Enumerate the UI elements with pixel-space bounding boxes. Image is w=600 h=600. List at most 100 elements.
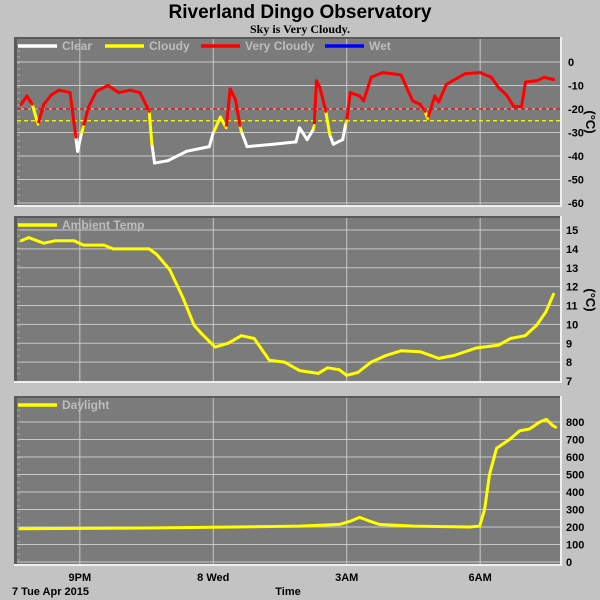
sky-temp-segment-very-cloudy — [362, 75, 373, 103]
ambient-y-tick-label: 10 — [566, 319, 578, 331]
sky-temp-point — [411, 99, 414, 103]
sky-temp-point — [305, 138, 309, 141]
ambient-y-tick-label: 13 — [566, 263, 578, 275]
daylight-y-tick-label: 700 — [566, 435, 584, 447]
sky-temp-point — [358, 94, 362, 98]
x-axis-date-label: 7 Tue Apr 2015 — [12, 586, 89, 598]
sky-temp-segment-very-cloudy — [426, 94, 437, 120]
ambient-data-point — [337, 368, 341, 372]
ambient-data-point — [213, 345, 217, 349]
panel-left-edge — [14, 216, 17, 383]
sky-temp-point — [42, 102, 46, 106]
ambient-data-point — [111, 247, 115, 251]
sky-temp-point — [328, 133, 332, 137]
sky-temp-point — [418, 102, 422, 106]
ambient-data-point — [72, 239, 76, 243]
sky-y-tick-label: -10 — [568, 81, 584, 93]
ambient-data-point — [326, 366, 329, 370]
sky-temp-point — [535, 79, 539, 83]
ambient-data-point — [369, 360, 373, 364]
sky-temp-point — [542, 75, 546, 79]
ambient-data-point — [399, 349, 403, 353]
sky-temp-segment-very-cloudy — [234, 98, 242, 127]
ambient-data-point — [283, 360, 286, 364]
sky-temp-point — [166, 159, 170, 163]
sky-temp-segment-very-cloudy — [318, 86, 328, 113]
sky-temp-segment-clear — [76, 133, 83, 153]
sky-temp-point — [57, 88, 61, 92]
sky-temp-point — [68, 91, 72, 94]
daylight-panel: 800 700 600 500 400 300 200 100 0 Daylight — [14, 396, 584, 569]
daylight-data-point — [488, 473, 491, 476]
sky-temp-segment-clear — [331, 138, 345, 146]
sky-temp-point — [315, 79, 318, 83]
ambient-data-point — [474, 346, 478, 350]
sky-temp-segment-very-cloudy — [463, 71, 482, 76]
sky-temp-segment-very-cloudy — [504, 93, 516, 109]
sky-temp-point — [489, 75, 493, 79]
daylight-data-point — [358, 515, 362, 519]
legend-label: Very Cloudy — [245, 39, 315, 53]
sky-temp-segment-very-cloudy — [489, 75, 501, 90]
ambient-data-point — [509, 337, 512, 340]
daylight-y-tick-label: 500 — [566, 470, 584, 482]
ambient-data-point — [356, 371, 360, 374]
panel-top-edge — [14, 216, 562, 218]
sky-temp-point — [348, 91, 352, 94]
sky-y-tick-label: -50 — [568, 175, 584, 187]
ambient-data-point — [192, 323, 196, 327]
sky-temp-segment-very-cloudy — [68, 91, 78, 139]
sky-temp-point — [211, 131, 215, 134]
sky-temp-point — [433, 94, 437, 98]
sky-temp-point — [238, 124, 242, 127]
ambient-data-point — [523, 334, 527, 338]
sky-temp-point — [30, 102, 34, 106]
sky-temp-segment-clear — [328, 133, 335, 146]
ambient-y-tick-label: 12 — [566, 282, 578, 294]
sky-temp-segment-very-cloudy — [478, 71, 493, 79]
sky-temp-point — [207, 145, 211, 149]
daylight-data-point — [18, 527, 22, 531]
ambient-data-point — [81, 243, 85, 247]
ambient-y-tick-label: 9 — [566, 338, 572, 350]
ambient-panel: 15 14 13 12 11 10 9 8 7 Ambient Temp — [14, 216, 579, 388]
sky-temp-point — [150, 142, 154, 146]
ambient-data-point — [298, 369, 301, 373]
sky-temp-point — [524, 80, 527, 84]
sky-temp-point — [311, 128, 315, 132]
sky-temp-segment-very-cloudy — [524, 79, 539, 84]
sky-temp-segment-very-cloudy — [542, 75, 556, 82]
sky-temp-point — [324, 109, 328, 113]
sky-temp-segment-very-cloudy — [399, 73, 415, 103]
sky-temp-point — [463, 72, 467, 76]
legend-label: Ambient Temp — [62, 218, 144, 232]
sky-temp-point — [153, 161, 156, 165]
sky-temp-point — [147, 109, 151, 113]
sky-temp-point — [76, 149, 80, 153]
sky-temp-segment-very-cloudy — [138, 91, 151, 113]
sky-temp-segment-clear — [341, 123, 347, 142]
sky-temp-segment-cloudy — [147, 109, 154, 146]
sky-temp-point — [128, 88, 132, 92]
ambient-data-point — [102, 243, 106, 247]
ambient-data-point — [168, 268, 172, 272]
ambient-plot-area — [14, 216, 562, 383]
sky-y-tick-label: -30 — [568, 128, 584, 140]
sky-temp-segment-very-cloudy — [25, 94, 34, 106]
sky-temp-point — [213, 127, 217, 131]
sky-temp-point — [426, 117, 430, 120]
sky-temp-segment-very-cloudy — [81, 105, 91, 129]
ambient-y-tick-label: 14 — [566, 244, 579, 256]
daylight-y-tick-label: 100 — [566, 540, 584, 552]
ambient-data-point — [226, 341, 230, 345]
daylight-y-tick-label: 300 — [566, 505, 584, 517]
sky-temp-point — [218, 115, 222, 119]
ambient-data-point — [27, 236, 31, 239]
sky-temp-segment-very-cloudy — [19, 94, 29, 106]
sky-temp-point — [345, 119, 349, 123]
panel-left-edge — [14, 396, 17, 566]
sky-temp-point — [49, 93, 53, 97]
sky-temp-segment-very-cloudy — [87, 89, 98, 109]
sky-temp-point — [36, 122, 40, 126]
